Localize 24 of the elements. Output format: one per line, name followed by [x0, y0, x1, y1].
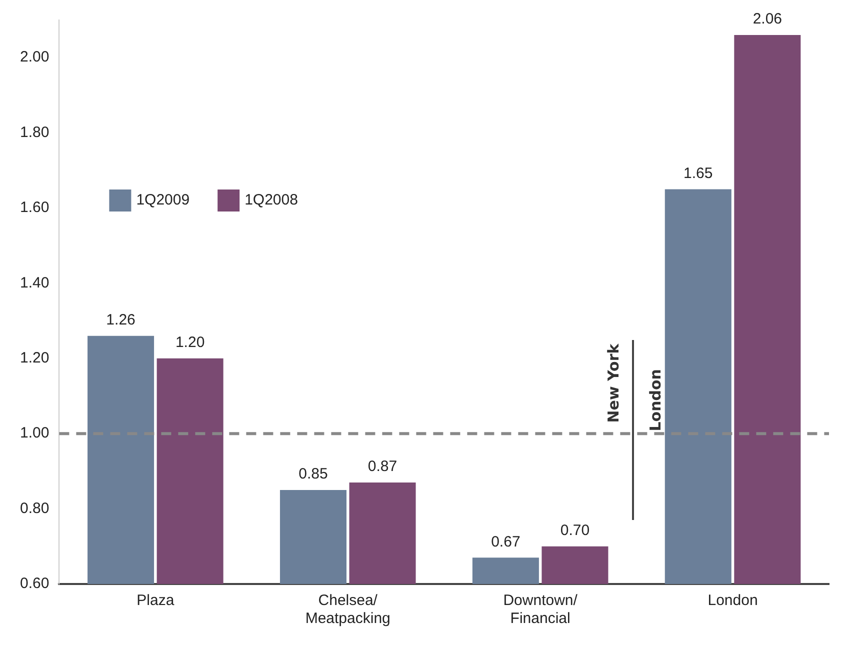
data-label: 1.20 [175, 334, 205, 352]
y-tick-label: 1.80 [20, 124, 50, 141]
data-label: 0.87 [368, 458, 398, 476]
data-label: 0.70 [560, 522, 590, 540]
y-tick-label: 1.60 [20, 199, 50, 216]
data-label: 1.26 [106, 311, 136, 328]
x-tick-label: Downtown/ Financial [503, 592, 578, 628]
annotation: London [646, 369, 665, 432]
data-label: 0.85 [298, 466, 328, 483]
y-tick-label: 2.00 [20, 48, 50, 66]
x-tick-label: London [708, 592, 758, 610]
x-tick-label: Chelsea/ Meatpacking [305, 592, 390, 628]
data-label: 1.65 [684, 164, 713, 182]
y-tick-label: 1.00 [20, 424, 50, 442]
y-tick-label: 0.80 [20, 500, 50, 517]
annotation: New York [604, 342, 623, 423]
data-label: 0.67 [491, 533, 520, 550]
x-tick-label: Plaza [136, 592, 175, 610]
y-tick-label: 1.40 [20, 274, 50, 292]
legend-label: 1Q2008 [244, 192, 298, 209]
y-tick-label: 0.60 [20, 575, 50, 592]
data-label: 2.06 [752, 10, 782, 28]
y-tick-label: 1.20 [20, 350, 50, 367]
legend-label: 1Q2009 [136, 192, 190, 209]
